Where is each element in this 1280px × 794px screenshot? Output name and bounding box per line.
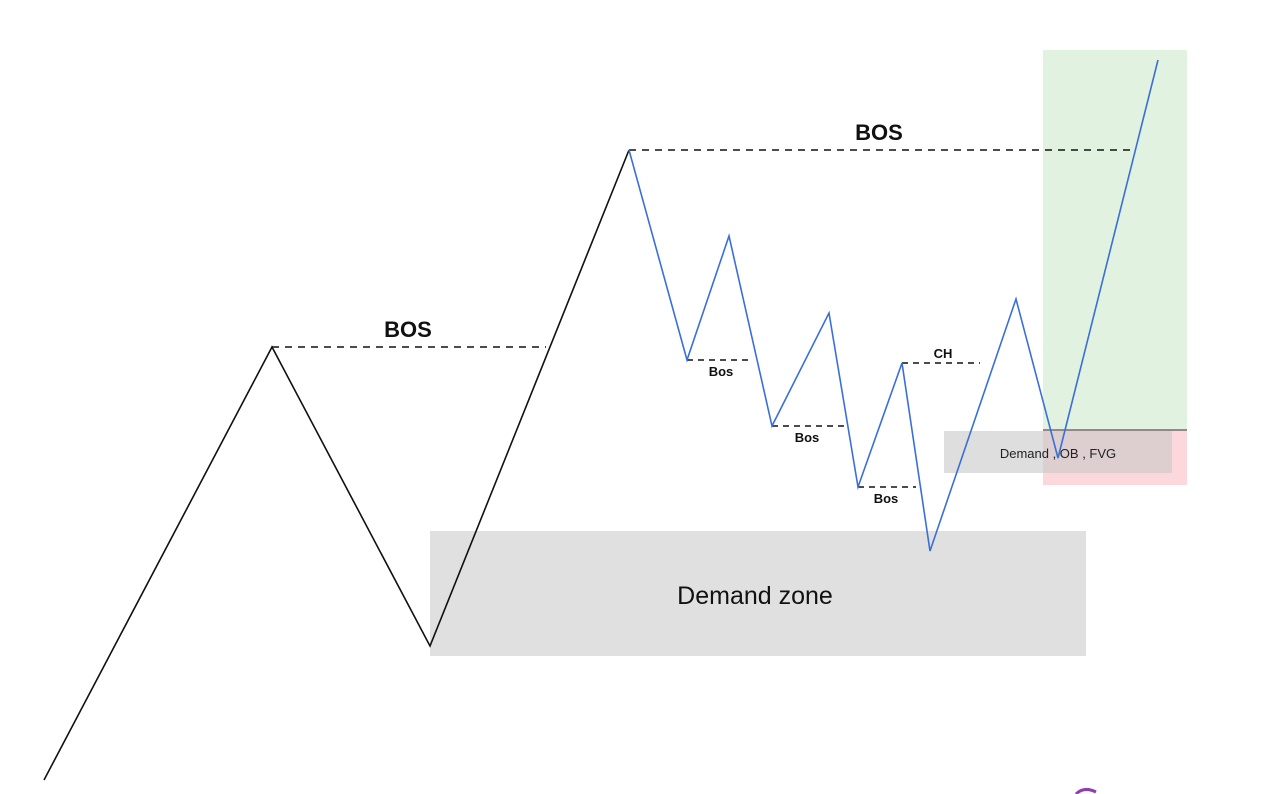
demand-ob-fvg-label: Demand , OB , FVG xyxy=(1000,446,1116,461)
price-path xyxy=(628,59,1159,552)
logo-fragment-icon xyxy=(1074,787,1097,794)
demand-ob-fvg-box xyxy=(944,431,1172,473)
take-profit-zone xyxy=(1043,50,1187,430)
bos-label-major-1: BOS xyxy=(384,317,432,342)
choch-label: CH xyxy=(934,346,953,361)
bos-label-minor-1: Bos xyxy=(709,364,734,379)
bos-label-minor-3: Bos xyxy=(874,491,899,506)
bos-label-minor-2: Bos xyxy=(795,430,820,445)
bos-label-major-2: BOS xyxy=(855,120,903,145)
uptrend-path xyxy=(43,149,630,781)
demand-zone-label: Demand zone xyxy=(677,582,833,610)
demand-zone-box xyxy=(430,531,1086,656)
